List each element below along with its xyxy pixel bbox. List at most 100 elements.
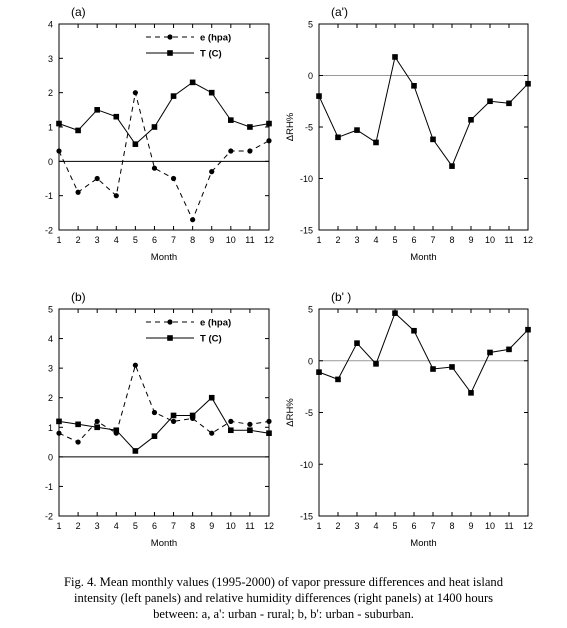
data-point — [506, 346, 512, 353]
data-point — [209, 169, 215, 175]
data-point — [373, 361, 379, 367]
legend-marker — [167, 319, 173, 325]
x-tick-label: 10 — [485, 235, 495, 245]
data-point — [354, 340, 360, 346]
caption-line-2: intensity (left panels) and relative hum… — [73, 591, 494, 605]
x-tick-label: 1 — [56, 521, 61, 531]
data-point — [411, 83, 417, 89]
legend-marker — [167, 335, 173, 341]
x-tick-label: 7 — [430, 521, 435, 531]
data-point — [56, 418, 62, 425]
x-tick-label: 12 — [264, 521, 274, 531]
series-line — [58, 81, 270, 145]
y-axis-label: ΔRH% — [285, 112, 296, 141]
data-point — [228, 427, 234, 434]
panel-label: (b) — [71, 290, 86, 304]
y-tick-label: 2 — [48, 393, 53, 403]
x-tick-label: 8 — [449, 235, 454, 245]
data-point — [335, 134, 341, 141]
data-point — [75, 189, 81, 195]
data-point — [151, 433, 158, 439]
x-tick-label: 8 — [449, 521, 454, 531]
data-point — [228, 148, 234, 154]
plot-frame — [318, 23, 529, 231]
data-point — [170, 93, 177, 99]
data-point — [151, 165, 158, 171]
y-tick-label: -1 — [45, 482, 53, 492]
y-tick-label: 4 — [48, 334, 53, 344]
series-ehpa — [56, 90, 272, 223]
data-point — [266, 418, 272, 424]
y-tick-label: 2 — [48, 88, 53, 98]
x-tick-label: 10 — [485, 521, 495, 531]
data-point — [487, 349, 493, 356]
x-tick-label: 5 — [392, 235, 397, 245]
x-axis-label: Month — [410, 538, 436, 549]
data-point — [392, 54, 398, 60]
y-tick-label: -15 — [300, 512, 313, 522]
series-line — [58, 363, 270, 443]
x-tick-label: 10 — [226, 235, 236, 245]
x-tick-label: 6 — [152, 521, 157, 531]
panel-label: (a) — [71, 5, 86, 19]
data-point — [247, 427, 253, 434]
x-axis-label: Month — [151, 538, 177, 549]
y-tick-label: 1 — [48, 123, 53, 133]
y-tick-label: -5 — [305, 408, 313, 418]
x-axis-label: Month — [410, 252, 436, 263]
data-point — [94, 418, 100, 424]
x-tick-label: 2 — [76, 521, 81, 531]
y-tick-label: 0 — [308, 356, 313, 366]
series-rh — [316, 54, 531, 169]
x-tick-label: 7 — [430, 235, 435, 245]
data-point — [525, 80, 531, 87]
data-point — [316, 369, 322, 375]
data-point — [132, 141, 139, 147]
legend-label: e (hpa) — [200, 33, 231, 44]
y-tick-label: 4 — [48, 20, 53, 30]
x-tick-label: 11 — [245, 235, 254, 245]
plot-frame — [318, 308, 529, 517]
x-tick-label: 12 — [523, 521, 533, 531]
x-tick-label: 6 — [152, 235, 157, 245]
x-tick-label: 11 — [245, 521, 254, 531]
series-line — [58, 396, 270, 452]
y-tick-label: 5 — [48, 305, 53, 315]
data-point — [430, 136, 436, 143]
y-tick-label: -2 — [45, 512, 53, 522]
figure-caption: Fig. 4. Mean monthly values (1995-2000) … — [6, 574, 561, 622]
data-point — [525, 326, 531, 333]
data-point — [392, 310, 398, 316]
x-tick-label: 4 — [114, 235, 119, 245]
series-line — [58, 92, 270, 221]
series-tc — [56, 394, 272, 454]
x-tick-label: 9 — [209, 235, 214, 245]
data-point — [113, 193, 119, 199]
data-point — [228, 418, 234, 424]
data-point — [266, 430, 272, 436]
legend-label: T (C) — [200, 49, 222, 60]
data-point — [113, 427, 120, 434]
data-point — [208, 89, 215, 96]
x-tick-label: 8 — [190, 521, 195, 531]
x-tick-label: 9 — [209, 521, 214, 531]
data-point — [75, 127, 81, 134]
data-point — [247, 421, 253, 427]
panel-label: (a') — [331, 5, 348, 19]
y-tick-label: 1 — [48, 423, 53, 433]
data-point — [170, 175, 177, 182]
legend: e (hpa) T (C) — [146, 318, 231, 345]
data-point — [449, 364, 455, 370]
data-point — [170, 418, 177, 424]
x-axis-label: Month — [151, 252, 177, 263]
x-tick-label: 9 — [468, 521, 473, 531]
x-tick-label: 7 — [171, 235, 176, 245]
y-tick-label: 3 — [48, 364, 53, 374]
x-tick-label: 11 — [504, 235, 513, 245]
x-tick-label: 2 — [335, 235, 340, 245]
data-point — [56, 148, 62, 154]
legend-marker — [167, 34, 173, 40]
x-tick-label: 2 — [335, 521, 340, 531]
data-point — [75, 421, 81, 428]
